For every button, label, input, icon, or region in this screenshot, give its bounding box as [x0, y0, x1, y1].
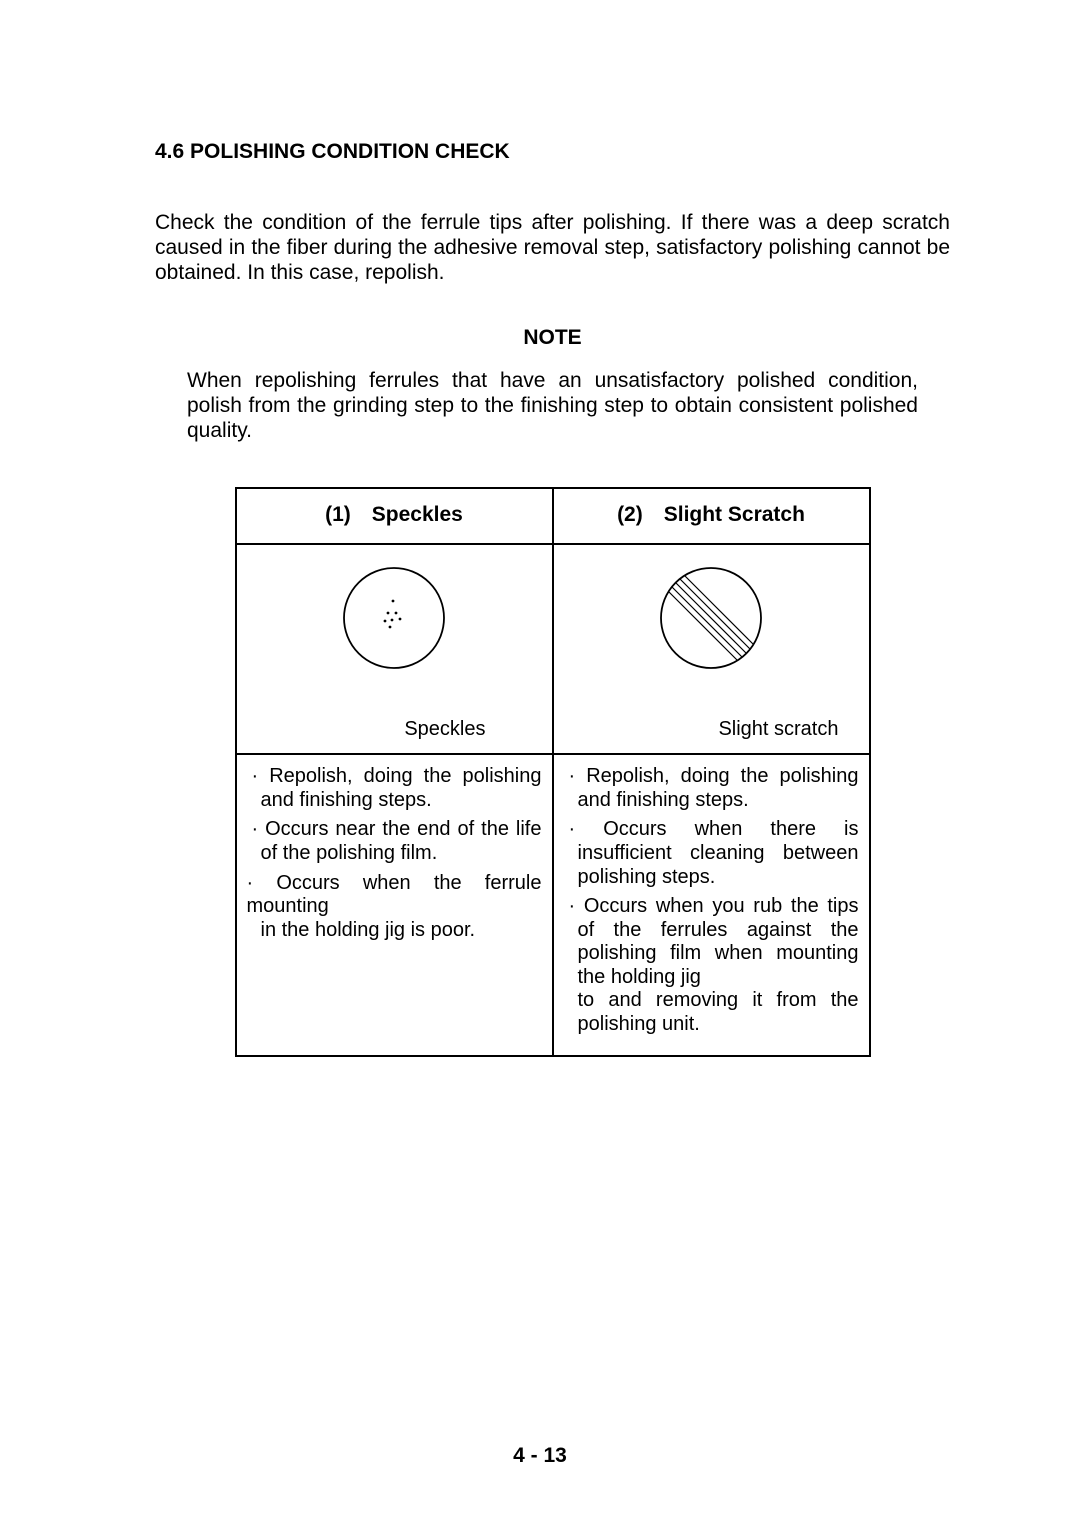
table-diagram-row: Speckles Slight scratch [236, 544, 870, 754]
col2-desc2: · Occurs when there is insufficient clea… [564, 818, 859, 889]
speckles-diagram-icon [339, 563, 449, 673]
page-number: 4 - 13 [0, 1444, 1080, 1468]
col2-desc1: · Repolish, doing the polishing and fini… [564, 765, 859, 812]
section-heading: 4.6 POLISHING CONDITION CHECK [155, 140, 950, 164]
col1-desc2: · Occurs near the end of the life of the… [247, 818, 542, 865]
note-label: NOTE [155, 326, 950, 350]
col1-desc3a: · Occurs when the ferrule mounting [247, 872, 542, 919]
table-header-row: (1) Speckles (2) Slight Scratch [236, 488, 870, 544]
col1-diagram-cell: Speckles [236, 544, 553, 754]
col2-desc-cell: · Repolish, doing the polishing and fini… [553, 754, 870, 1056]
col2-diagram-caption: Slight scratch [718, 718, 838, 741]
col2-desc3tail: to and removing it from the polishing un… [564, 989, 859, 1036]
condition-table-wrap: (1) Speckles (2) Slight Scratch Speckles [155, 487, 950, 1057]
col2-diagram-cell: Slight scratch [553, 544, 870, 754]
col1-desc1: · Repolish, doing the polishing and fini… [247, 765, 542, 812]
col2-desc3: · Occurs when you rub the tips of the fe… [564, 895, 859, 989]
intro-paragraph: Check the condition of the ferrule tips … [155, 210, 950, 286]
col1-diagram-caption: Speckles [404, 718, 485, 741]
note-body: When repolishing ferrules that have an u… [155, 368, 950, 444]
condition-table: (1) Speckles (2) Slight Scratch Speckles [235, 487, 871, 1057]
col1-header: (1) Speckles [236, 488, 553, 544]
scratch-diagram-icon [656, 563, 766, 673]
col1-desc-cell: · Repolish, doing the polishing and fini… [236, 754, 553, 1056]
col2-header: (2) Slight Scratch [553, 488, 870, 544]
col1-desc3b: in the holding jig is poor. [247, 919, 542, 943]
table-desc-row: · Repolish, doing the polishing and fini… [236, 754, 870, 1056]
